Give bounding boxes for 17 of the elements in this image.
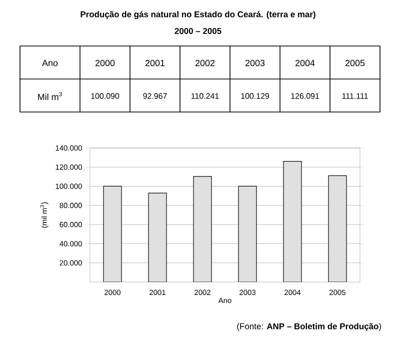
category-label: 2000 <box>95 60 115 66</box>
bar <box>328 175 347 282</box>
chart-title: Produção de gás natural no Estado do Ceará. (terra e mar) <box>80 10 316 19</box>
category-label: 2001 <box>145 60 165 66</box>
bar <box>193 176 212 282</box>
bar <box>103 186 122 282</box>
bar <box>283 161 302 282</box>
text: Ano <box>42 60 58 66</box>
category-label: 2003 <box>245 60 265 66</box>
chart-subtitle: 2000 – 2005 <box>174 28 222 34</box>
text: Mil m$^{3}$ <box>38 92 62 100</box>
category-label: 2005 <box>345 60 365 66</box>
bar <box>148 192 167 282</box>
category-label: 2002 <box>195 60 215 66</box>
category-label: 2004 <box>295 60 315 66</box>
bar <box>238 186 257 282</box>
text: (Fonte: ANP – Boletim de Produção) <box>237 323 381 331</box>
